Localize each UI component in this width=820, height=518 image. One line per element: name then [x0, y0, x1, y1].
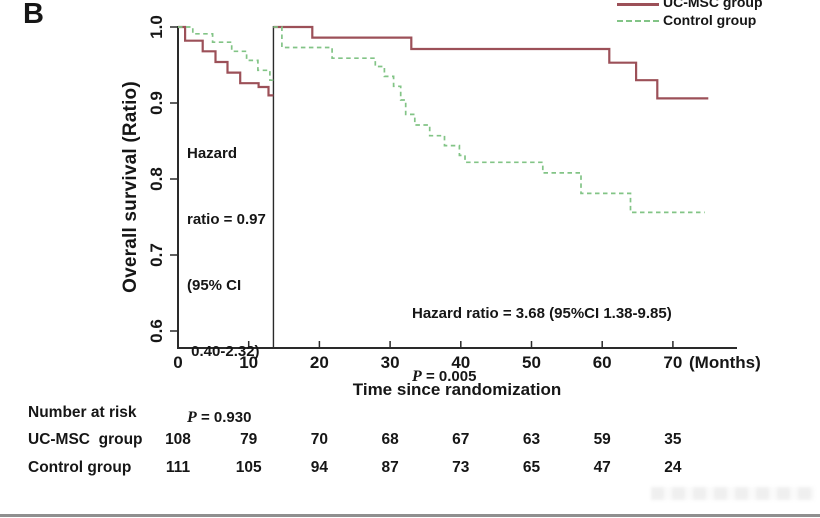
risk-value: 68	[381, 431, 399, 448]
x-axis-unit: (Months)	[689, 353, 761, 372]
legend-label-ucmsc: UC-MSC group	[663, 0, 763, 10]
risk-value: 105	[235, 459, 262, 476]
survival-curve-control-group	[273, 26, 705, 214]
post-landmark-hr-annotation: Hazard ratio = 3.68 (95%CI 1.38-9.85) P …	[412, 261, 672, 429]
risk-value: 59	[593, 431, 611, 448]
risk-value: 73	[452, 459, 470, 476]
p-value: = 0.930	[196, 409, 252, 426]
x-tick-label: 60	[592, 353, 612, 372]
risk-value: 63	[522, 431, 541, 448]
risk-value: 79	[240, 431, 258, 448]
x-tick-label: 50	[522, 353, 541, 372]
y-axis-title: Overall survival (Ratio)	[120, 81, 141, 293]
annotation-line: 0.40-2.32)	[187, 343, 260, 360]
x-tick-label: 30	[380, 353, 400, 372]
risk-value: 94	[310, 459, 329, 476]
annotation-line: (95% CI	[187, 277, 242, 294]
y-tick-label: 0.8	[147, 167, 166, 191]
risk-value: 70	[310, 431, 329, 448]
x-tick-label: 40	[451, 353, 471, 372]
p-value: = 0.005	[421, 368, 477, 385]
risk-row-label-control: Control group	[28, 459, 132, 476]
legend-label-control: Control group	[663, 12, 757, 28]
risk-value: 47	[593, 459, 611, 476]
legend-swatch-control	[617, 20, 659, 22]
risk-value: 67	[452, 431, 470, 448]
risk-value: 108	[165, 431, 191, 448]
annotation-line: ratio = 0.97	[187, 211, 266, 228]
risk-row-label-ucmsc: UC-MSC group	[28, 431, 143, 448]
annotation-p-line: P = 0.005	[412, 366, 672, 387]
x-tick-label: 70	[663, 353, 683, 372]
x-tick-label: 10	[239, 353, 259, 372]
watermark-blur-patch	[682, 440, 816, 457]
y-tick-label: 0.6	[147, 319, 166, 343]
panel-label: B	[23, 0, 44, 30]
risk-value: 35	[664, 431, 682, 448]
legend-swatch-ucmsc	[617, 3, 659, 6]
bottom-divider	[0, 514, 820, 517]
survival-curve-uc-msc-group	[178, 25, 274, 97]
risk-value: 65	[522, 459, 541, 476]
x-axis-title: Time since randomization	[352, 380, 562, 399]
annotation-p-line: P = 0.930	[187, 407, 266, 429]
x-tick-label: 0	[173, 353, 183, 372]
y-tick-label: 0.7	[147, 243, 166, 267]
risk-value: 111	[165, 459, 191, 476]
p-symbol: P	[412, 368, 422, 385]
x-tick-label: 20	[309, 353, 329, 372]
risk-value: 24	[664, 459, 682, 476]
y-tick-label: 0.9	[147, 91, 166, 115]
risk-table-title: Number at risk	[28, 404, 137, 421]
landmark-hr-annotation: Hazard ratio = 0.97 (95% CI 0.40-2.32) P…	[187, 99, 266, 473]
survival-curve-control-group	[178, 26, 274, 82]
y-tick-label: 1.0	[147, 15, 166, 39]
watermark-smudge	[651, 487, 815, 500]
risk-value: 87	[381, 459, 399, 476]
survival-curve-uc-msc-group	[273, 25, 709, 100]
p-symbol: P	[187, 409, 197, 426]
annotation-line: Hazard ratio = 3.68 (95%CI 1.38-9.85)	[412, 305, 672, 322]
annotation-line: Hazard	[187, 145, 238, 162]
